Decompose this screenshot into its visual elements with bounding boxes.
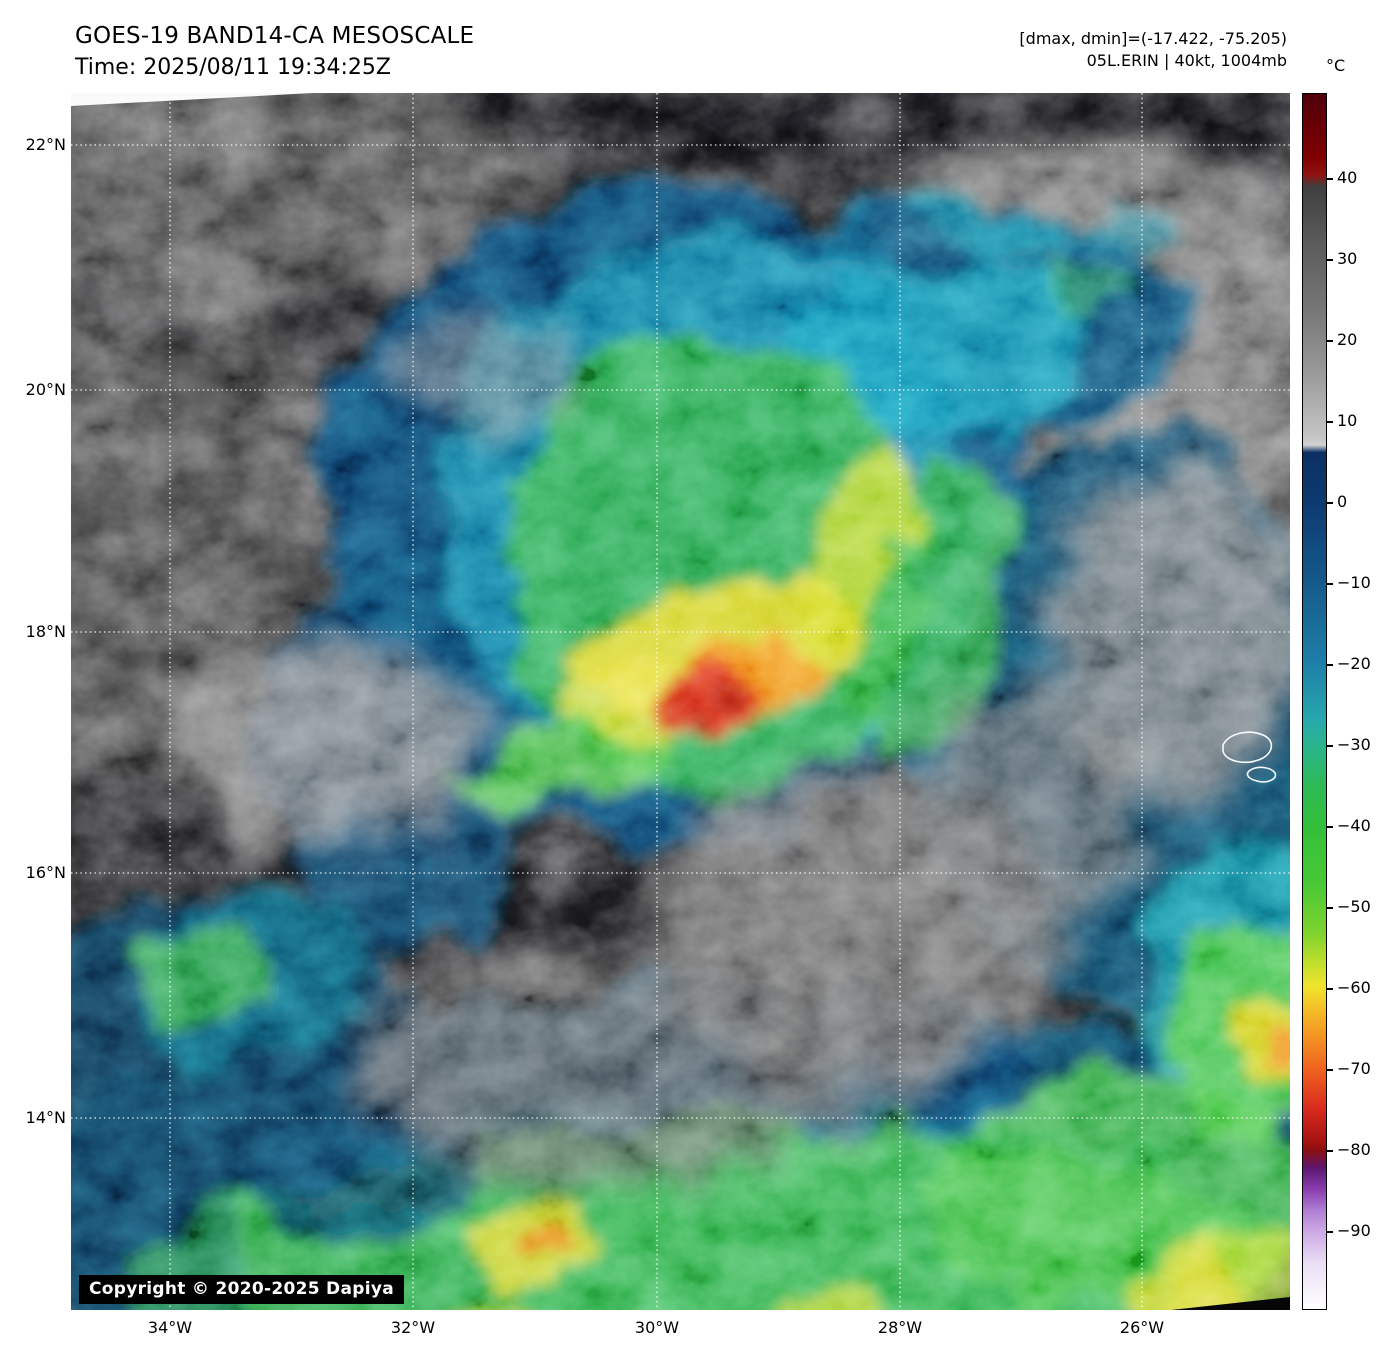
lat-tick-label: 18°N bbox=[25, 622, 66, 641]
satellite-image bbox=[71, 93, 1290, 1310]
colorbar-tickmark bbox=[1327, 259, 1333, 261]
lon-tick-label: 34°W bbox=[147, 1318, 193, 1337]
lat-tick-label: 20°N bbox=[25, 380, 66, 399]
colorbar-tickmark bbox=[1327, 583, 1333, 585]
colorbar-tickmark bbox=[1327, 745, 1333, 747]
colorbar-tick-label: −10 bbox=[1337, 573, 1371, 592]
lon-tick-label: 30°W bbox=[634, 1318, 680, 1337]
colorbar-tickmark bbox=[1327, 1069, 1333, 1071]
colorbar-tick-label: −60 bbox=[1337, 978, 1371, 997]
colorbar-tick-label: −80 bbox=[1337, 1140, 1371, 1159]
satellite-image-plot: Copyright © 2020-2025 Dapiya bbox=[71, 93, 1290, 1310]
colorbar-tickmark bbox=[1327, 340, 1333, 342]
lon-tick-label: 26°W bbox=[1119, 1318, 1165, 1337]
copyright-badge: Copyright © 2020-2025 Dapiya bbox=[79, 1275, 404, 1304]
lat-tick-label: 22°N bbox=[25, 135, 66, 154]
header-right: [dmax, dmin]=(-17.422, -75.205) 05L.ERIN… bbox=[1019, 28, 1287, 72]
colorbar-tickmark bbox=[1327, 421, 1333, 423]
colorbar-tick-label: 40 bbox=[1337, 168, 1358, 187]
colorbar-tick-label: −50 bbox=[1337, 897, 1371, 916]
colorbar-tick-label: 30 bbox=[1337, 249, 1358, 268]
colorbar-tick-label: −30 bbox=[1337, 735, 1371, 754]
colorbar-tick-label: 0 bbox=[1337, 492, 1348, 511]
dmax-dmin-label: [dmax, dmin]=(-17.422, -75.205) bbox=[1019, 29, 1287, 48]
texture-overlay bbox=[71, 93, 1290, 1310]
swath-edge-wedge-top bbox=[71, 93, 313, 106]
plot-title: GOES-19 BAND14-CA MESOSCALE bbox=[75, 23, 475, 49]
header-left: GOES-19 BAND14-CA MESOSCALE Time: 2025/0… bbox=[75, 20, 474, 83]
plot-timestamp: Time: 2025/08/11 19:34:25Z bbox=[75, 55, 391, 80]
colorbar-tickmark bbox=[1327, 178, 1333, 180]
colorbar-tick-label: −40 bbox=[1337, 816, 1371, 835]
lon-tick-label: 28°W bbox=[877, 1318, 923, 1337]
colorbar-tick-label: −70 bbox=[1337, 1059, 1371, 1078]
swath-edge-wedge-bottom bbox=[1171, 1297, 1290, 1310]
lat-tick-label: 16°N bbox=[25, 863, 66, 882]
colorbar-tickmark bbox=[1327, 502, 1333, 504]
colorbar-unit-label: °C bbox=[1326, 56, 1346, 75]
colorbar-tick-label: 20 bbox=[1337, 330, 1358, 349]
colorbar-tickmark bbox=[1327, 907, 1333, 909]
colorbar-tickmark bbox=[1327, 1231, 1333, 1233]
temperature-colorbar bbox=[1302, 93, 1327, 1310]
colorbar-tick-label: −20 bbox=[1337, 654, 1371, 673]
colorbar-tickmark bbox=[1327, 1150, 1333, 1152]
colorbar-tick-label: −90 bbox=[1337, 1221, 1371, 1240]
colorbar-tick-label: 10 bbox=[1337, 411, 1358, 430]
colorbar-tickmark bbox=[1327, 988, 1333, 990]
colorbar-tickmark bbox=[1327, 664, 1333, 666]
colorbar-tickmark bbox=[1327, 826, 1333, 828]
graticule-gridlines bbox=[71, 93, 1290, 1310]
island-outlines bbox=[1222, 731, 1277, 783]
lat-tick-label: 14°N bbox=[25, 1108, 66, 1127]
storm-info-label: 05L.ERIN | 40kt, 1004mb bbox=[1086, 51, 1287, 70]
lon-tick-label: 32°W bbox=[390, 1318, 436, 1337]
